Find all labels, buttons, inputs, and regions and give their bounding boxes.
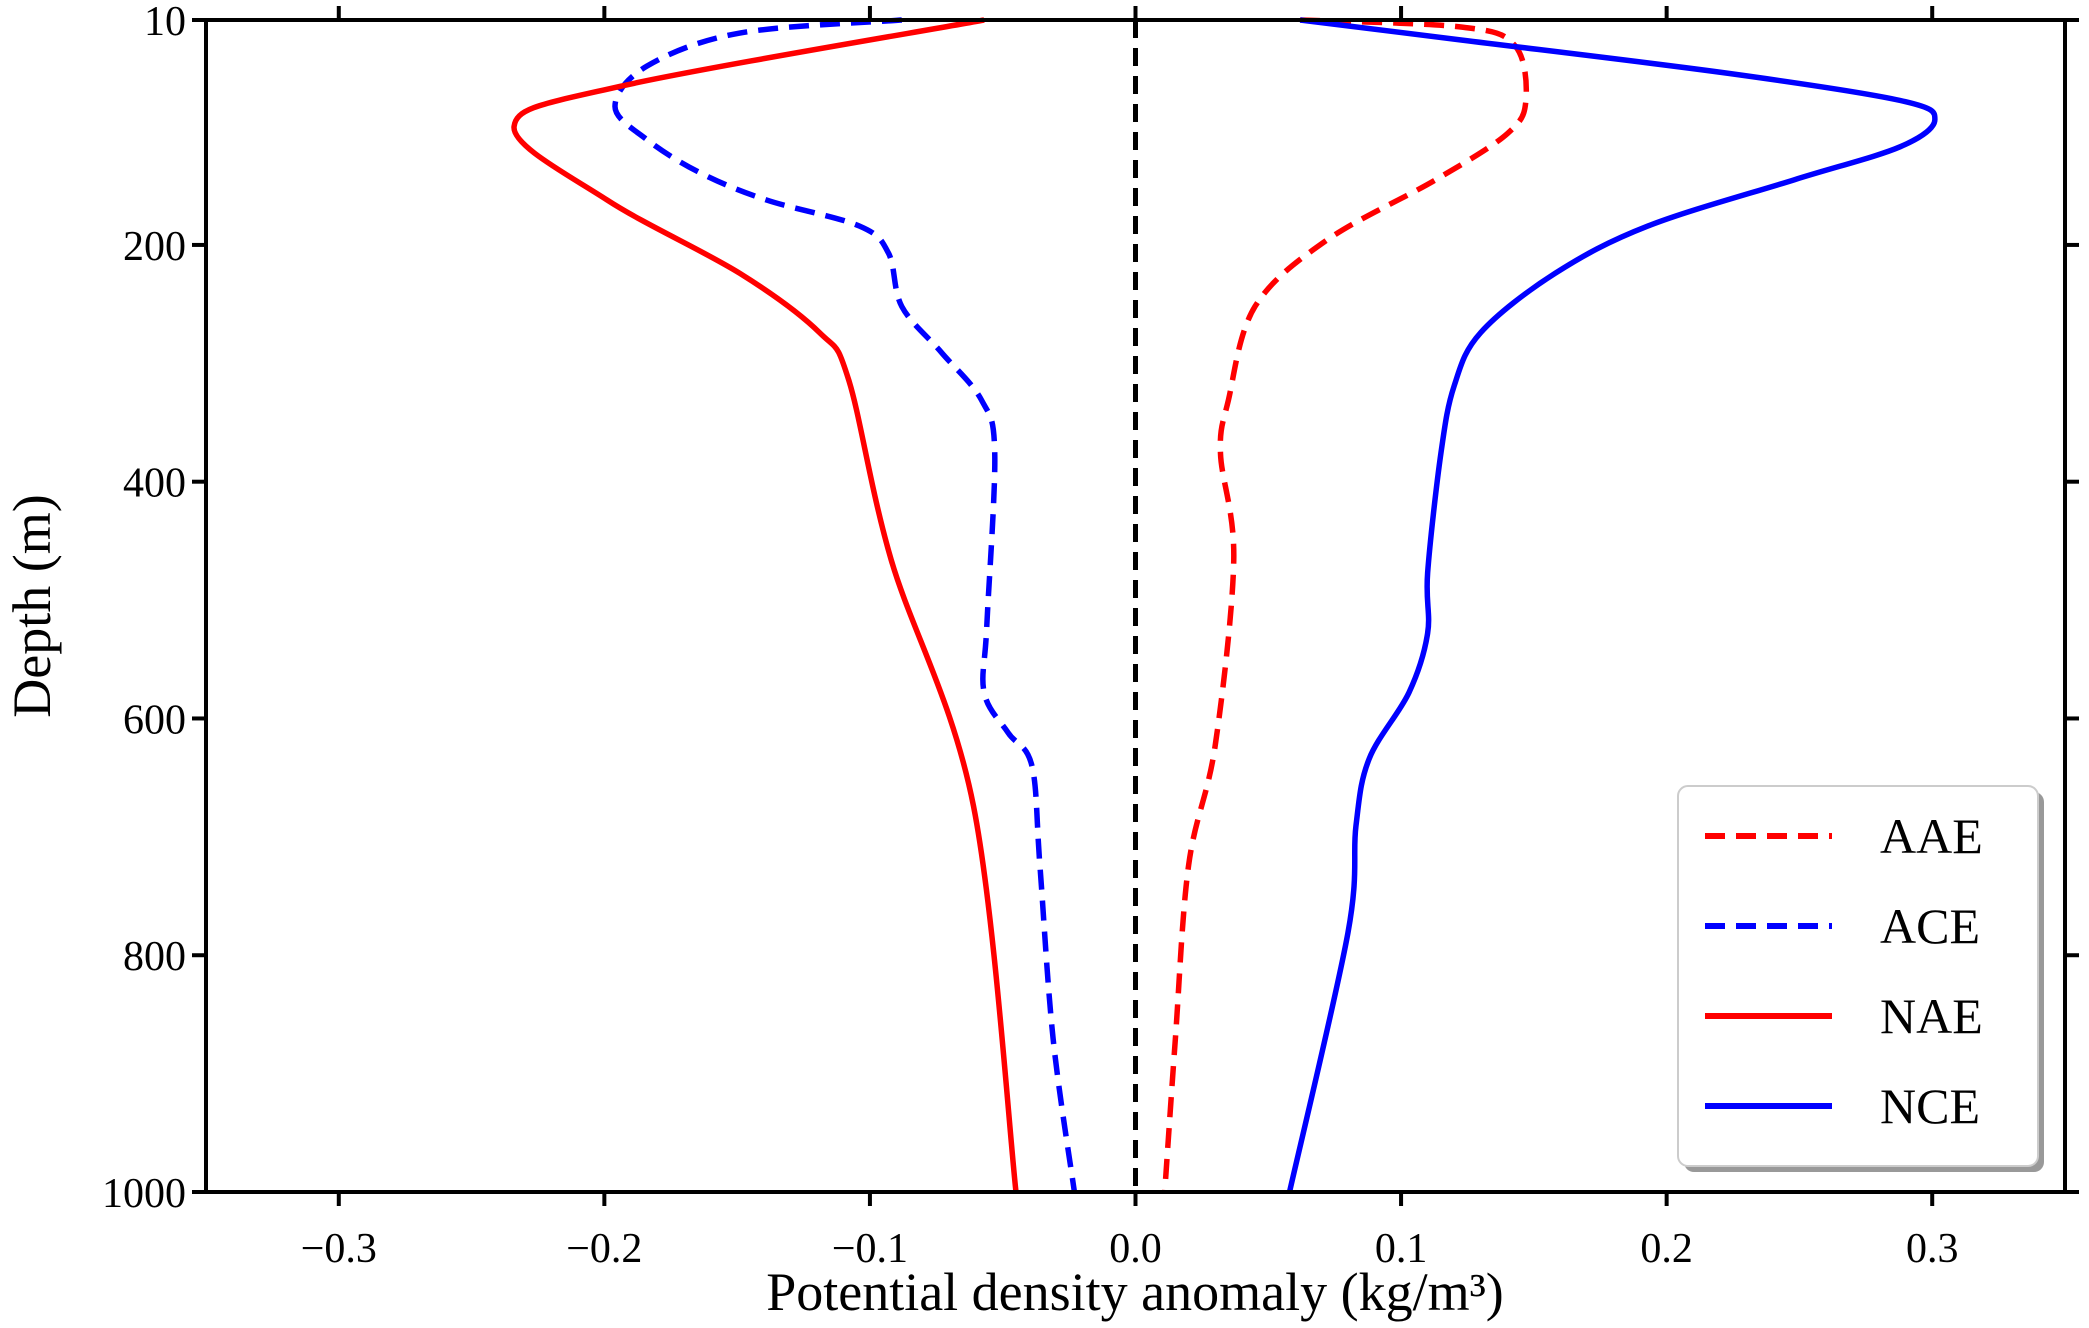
x-tick-label: −0.3 [301,1226,377,1272]
series-line-nce [1286,17,1938,1193]
legend: AAE ACE NAE NCE [1677,785,2044,1172]
x-tick-label: 0.2 [1640,1226,1693,1272]
x-tick-label: −0.2 [566,1226,642,1272]
legend-label-aae: AAE [1880,808,1983,864]
x-tick-label: 0.0 [1109,1226,1162,1272]
y-tick-label: 600 [123,697,186,743]
legend-box [1677,785,2039,1167]
y-axis-label: Depth (m) [2,494,62,717]
legend-label-nce: NCE [1880,1078,1980,1134]
series-line-nae [511,17,1019,1193]
x-tick-label: 0.1 [1375,1226,1428,1272]
y-tick-label: 800 [123,934,186,980]
y-tick-label: 400 [123,461,186,507]
series-line-ace [612,17,1078,1193]
x-tick-label: −0.1 [832,1226,908,1272]
y-tick-label: 10 [144,0,186,45]
legend-label-ace: ACE [1880,898,1980,954]
x-tick-label: 0.3 [1906,1226,1959,1272]
x-axis-label: Potential density anomaly (kg/m³) [766,1262,1504,1322]
legend-label-nae: NAE [1880,988,1983,1044]
series-line-aae [1161,17,1530,1193]
series-lines [511,17,1938,1193]
axes: −0.3 −0.2 −0.1 0.0 0.1 0.2 0.3 10 200 400 600 800 10… [102,0,2079,1272]
y-tick-label: 200 [123,224,186,270]
y-tick-label: 1000 [102,1171,186,1217]
